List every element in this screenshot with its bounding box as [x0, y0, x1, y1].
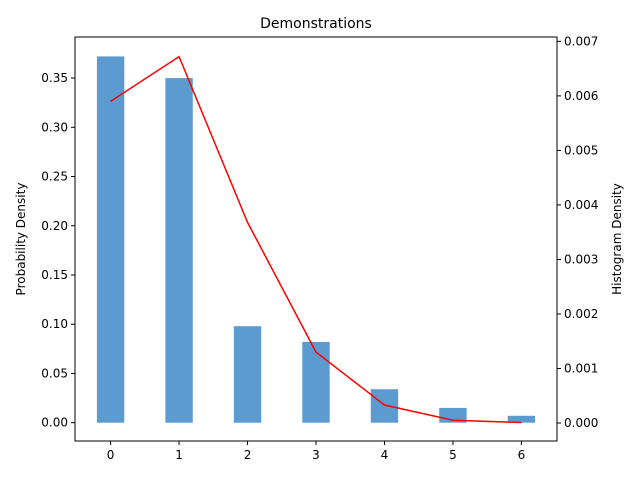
x-axis: 0 1 2 3 4 5 6	[107, 441, 525, 462]
right-tick-label: 0.003	[564, 252, 598, 266]
right-tick-label: 0.002	[564, 307, 598, 321]
left-tick-label: 0.10	[41, 317, 68, 331]
bar-2	[233, 326, 262, 423]
bar-6	[507, 415, 536, 423]
right-tick-label: 0.006	[564, 89, 598, 103]
x-tick-label: 6	[518, 448, 526, 462]
x-tick-label: 3	[312, 448, 320, 462]
bar-1	[165, 78, 193, 423]
left-tick-label: 0.20	[41, 219, 68, 233]
left-tick-label: 0.35	[41, 71, 68, 85]
right-tick-label: 0.005	[564, 143, 598, 157]
x-tick-label: 1	[175, 448, 183, 462]
x-tick-label: 2	[244, 448, 252, 462]
left-tick-label: 0.05	[41, 366, 68, 380]
bar-4	[370, 389, 399, 423]
left-tick-label: 0.00	[41, 416, 68, 430]
bar-3	[302, 341, 330, 423]
right-y-axis: 0.000 0.001 0.002 0.003 0.004 0.005 0.006 0.007	[557, 34, 598, 430]
right-tick-label: 0.000	[564, 416, 598, 430]
line-layer	[110, 55, 522, 424]
left-tick-label: 0.15	[41, 268, 68, 282]
left-y-axis-label: Probability Density	[14, 183, 28, 296]
right-y-axis-label: Histogram Density	[610, 183, 624, 295]
x-tick-label: 0	[107, 448, 115, 462]
bar-0	[96, 56, 125, 423]
chart-title: Demonstrations	[260, 16, 372, 32]
x-tick-label: 5	[449, 448, 457, 462]
right-tick-label: 0.007	[564, 34, 598, 48]
bars-layer	[96, 56, 536, 423]
left-y-axis: 0.00 0.05 0.10 0.15 0.20 0.25 0.30 0.35	[41, 71, 75, 430]
right-tick-label: 0.004	[564, 198, 598, 212]
right-tick-label: 0.001	[564, 361, 598, 375]
x-tick-label: 4	[381, 448, 389, 462]
left-tick-label: 0.30	[41, 120, 68, 134]
left-tick-label: 0.25	[41, 170, 68, 184]
